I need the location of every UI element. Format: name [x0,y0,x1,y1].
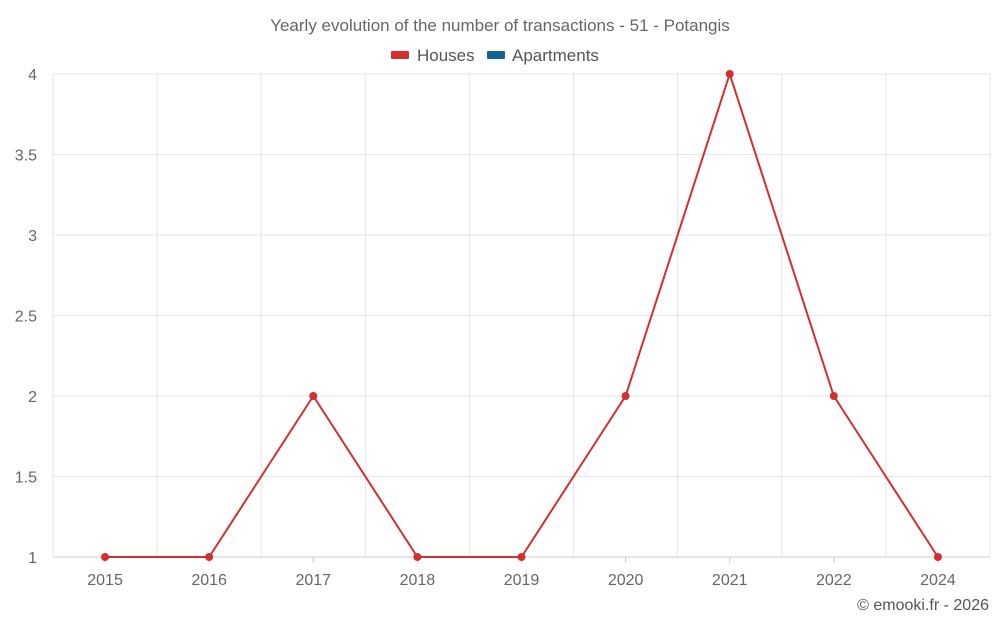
y-tick-label: 4 [28,67,37,84]
x-tick-label: 2016 [191,572,227,589]
y-tick-label: 2.5 [15,309,37,326]
y-tick-label: 3.5 [15,148,37,165]
legend-swatch-houses [391,51,409,59]
x-tick-label: 2022 [816,572,852,589]
data-point[interactable] [621,392,630,400]
x-tick-label: 2021 [712,572,748,589]
data-point[interactable] [413,553,422,561]
x-tick-label: 2015 [87,572,123,589]
y-tick-label: 3 [28,228,37,245]
credit-text: © emooki.fr - 2026 [857,597,989,614]
x-tick-label: 2018 [400,572,436,589]
data-point[interactable] [933,553,942,561]
data-point[interactable] [725,70,734,78]
chart-title: Yearly evolution of the number of transa… [270,16,730,35]
y-tick-label: 1.5 [15,470,37,487]
data-point[interactable] [829,392,838,400]
legend-label-houses[interactable]: Houses [417,46,475,65]
grid-layer [52,73,991,558]
data-point[interactable] [101,553,110,561]
legend: Houses Apartments [391,46,599,65]
x-tick-label: 2017 [295,572,331,589]
series-layer [101,70,942,561]
y-tick-label: 1 [28,550,37,567]
axis-layer: 1 1.5 2 2.5 3 3.5 4 2015 2016 2017 2018 2019 2020 202… [15,67,990,589]
x-tick-label: 2024 [920,572,956,589]
data-point[interactable] [517,553,526,561]
y-tick-label: 2 [28,389,37,406]
data-point[interactable] [205,553,214,561]
legend-swatch-apartments [487,51,505,59]
x-tick-label: 2019 [504,572,540,589]
data-point[interactable] [309,392,318,400]
legend-label-apartments[interactable]: Apartments [512,46,599,65]
x-tick-label: 2020 [608,572,644,589]
